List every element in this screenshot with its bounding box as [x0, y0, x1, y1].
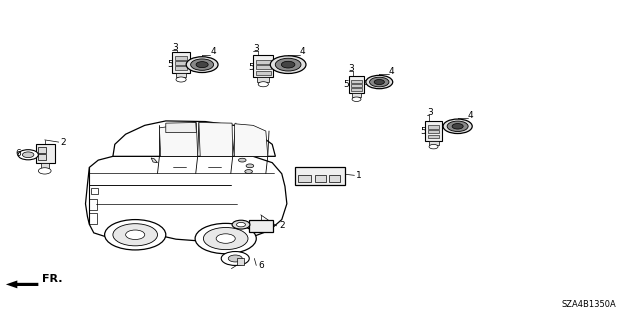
Circle shape [232, 220, 250, 229]
Polygon shape [113, 121, 275, 156]
Circle shape [270, 56, 306, 73]
Circle shape [366, 75, 393, 89]
Circle shape [228, 255, 243, 262]
Text: 4: 4 [211, 48, 216, 56]
Bar [253, 55, 273, 77]
Bar [329, 175, 340, 182]
Text: 3: 3 [427, 108, 433, 117]
Bar [428, 135, 440, 138]
Circle shape [275, 58, 301, 71]
Circle shape [282, 61, 295, 68]
Bar [425, 121, 442, 141]
Circle shape [239, 158, 246, 162]
Text: 5: 5 [168, 60, 173, 69]
Text: 4: 4 [389, 67, 394, 76]
Polygon shape [151, 158, 157, 163]
Bar [237, 258, 244, 265]
Bar [255, 60, 271, 64]
Bar [351, 84, 362, 87]
Circle shape [246, 164, 253, 168]
Bar [38, 147, 46, 152]
Bar [175, 66, 188, 70]
Circle shape [113, 224, 157, 246]
Circle shape [38, 168, 51, 174]
Text: 3: 3 [172, 43, 178, 52]
Bar [255, 70, 271, 75]
Bar [428, 125, 440, 129]
Circle shape [104, 219, 166, 250]
Bar [41, 163, 49, 168]
Bar [176, 72, 186, 77]
Text: SZA4B1350A: SZA4B1350A [561, 300, 616, 309]
Bar [294, 167, 346, 185]
Text: 6: 6 [15, 149, 21, 158]
Circle shape [22, 152, 34, 158]
Polygon shape [199, 122, 233, 156]
Circle shape [195, 223, 256, 254]
Circle shape [216, 234, 236, 243]
Circle shape [258, 82, 268, 87]
Bar [352, 93, 361, 97]
Circle shape [237, 222, 246, 227]
Bar [38, 154, 46, 160]
Circle shape [374, 79, 385, 85]
Circle shape [18, 150, 38, 160]
Circle shape [443, 119, 472, 134]
Bar [175, 62, 188, 65]
Text: 4: 4 [300, 48, 305, 56]
Text: FR.: FR. [42, 274, 63, 284]
Circle shape [221, 251, 249, 265]
Bar [351, 88, 362, 91]
Bar [36, 144, 55, 163]
Bar [315, 175, 326, 182]
Text: 4: 4 [468, 111, 474, 120]
Polygon shape [86, 156, 287, 242]
Bar [175, 56, 188, 60]
Polygon shape [166, 122, 196, 133]
Bar [257, 77, 269, 82]
Text: 5: 5 [248, 63, 254, 72]
Circle shape [191, 59, 214, 70]
Circle shape [429, 145, 438, 149]
Bar [351, 79, 362, 83]
Circle shape [452, 123, 463, 129]
Bar [349, 76, 364, 93]
Polygon shape [159, 122, 198, 156]
Bar [172, 52, 190, 72]
Text: 5: 5 [344, 80, 349, 89]
Bar [255, 65, 271, 69]
FancyArrow shape [6, 280, 38, 288]
Bar [90, 213, 97, 224]
Circle shape [176, 77, 186, 82]
Bar [248, 219, 273, 232]
Bar [91, 188, 99, 194]
Circle shape [369, 77, 389, 87]
Circle shape [196, 62, 208, 68]
Text: 2: 2 [60, 137, 66, 147]
Circle shape [204, 227, 248, 250]
Circle shape [125, 230, 145, 240]
Bar [429, 141, 438, 145]
Text: 6: 6 [259, 261, 264, 270]
Text: 1: 1 [356, 171, 362, 180]
Bar [90, 199, 97, 210]
Text: 3: 3 [349, 64, 355, 73]
Text: 5: 5 [420, 127, 426, 136]
Bar [298, 175, 311, 182]
Bar [428, 130, 440, 133]
Polygon shape [235, 124, 268, 156]
Circle shape [352, 97, 361, 101]
Circle shape [245, 170, 252, 174]
Circle shape [186, 57, 218, 72]
Circle shape [447, 121, 468, 131]
Text: 2: 2 [279, 221, 285, 230]
Text: 3: 3 [253, 44, 259, 53]
